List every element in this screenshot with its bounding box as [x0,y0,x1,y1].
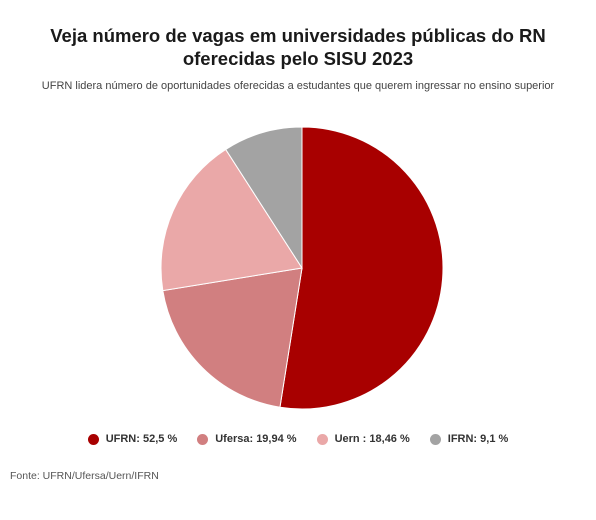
pie-slice-uern[interactable] [160,148,303,292]
legend-label-ufersa: Ufersa: 19,94 % [215,433,297,445]
legend-label-ufrn: UFRN: 52,5 % [105,433,178,445]
pie-chart [160,126,444,410]
legend-label-ifrn: IFRN: 9,1 % [447,433,509,445]
legend-dot-ufrn [87,433,99,445]
chart-legend: UFRN: 52,5 % Ufersa: 19,94 % Uern : 18,4… [0,433,596,445]
pie-slice-ufersa[interactable] [162,267,303,408]
legend-item-ufersa[interactable]: Ufersa: 19,94 % [197,433,297,445]
legend-dot-ifrn [429,433,441,445]
legend-dot-uern [316,433,328,445]
legend-dot-ufersa [197,433,209,445]
legend-label-uern: Uern : 18,46 % [334,433,410,445]
chart-title: Veja número de vagas em universidades pú… [50,25,546,69]
legend-item-ufrn[interactable]: UFRN: 52,5 % [87,433,178,445]
chart-subtitle: UFRN lidera número de oportunidades ofer… [41,80,555,92]
pie-slices [160,126,444,410]
legend-item-uern[interactable]: Uern : 18,46 % [316,433,410,445]
source-note: Fonte: UFRN/Ufersa/Uern/IFRN [10,470,159,482]
pie-slice-ufrn[interactable] [279,126,444,410]
pie-slice-ifrn[interactable] [225,126,303,270]
legend-item-ifrn[interactable]: IFRN: 9,1 % [429,433,509,445]
